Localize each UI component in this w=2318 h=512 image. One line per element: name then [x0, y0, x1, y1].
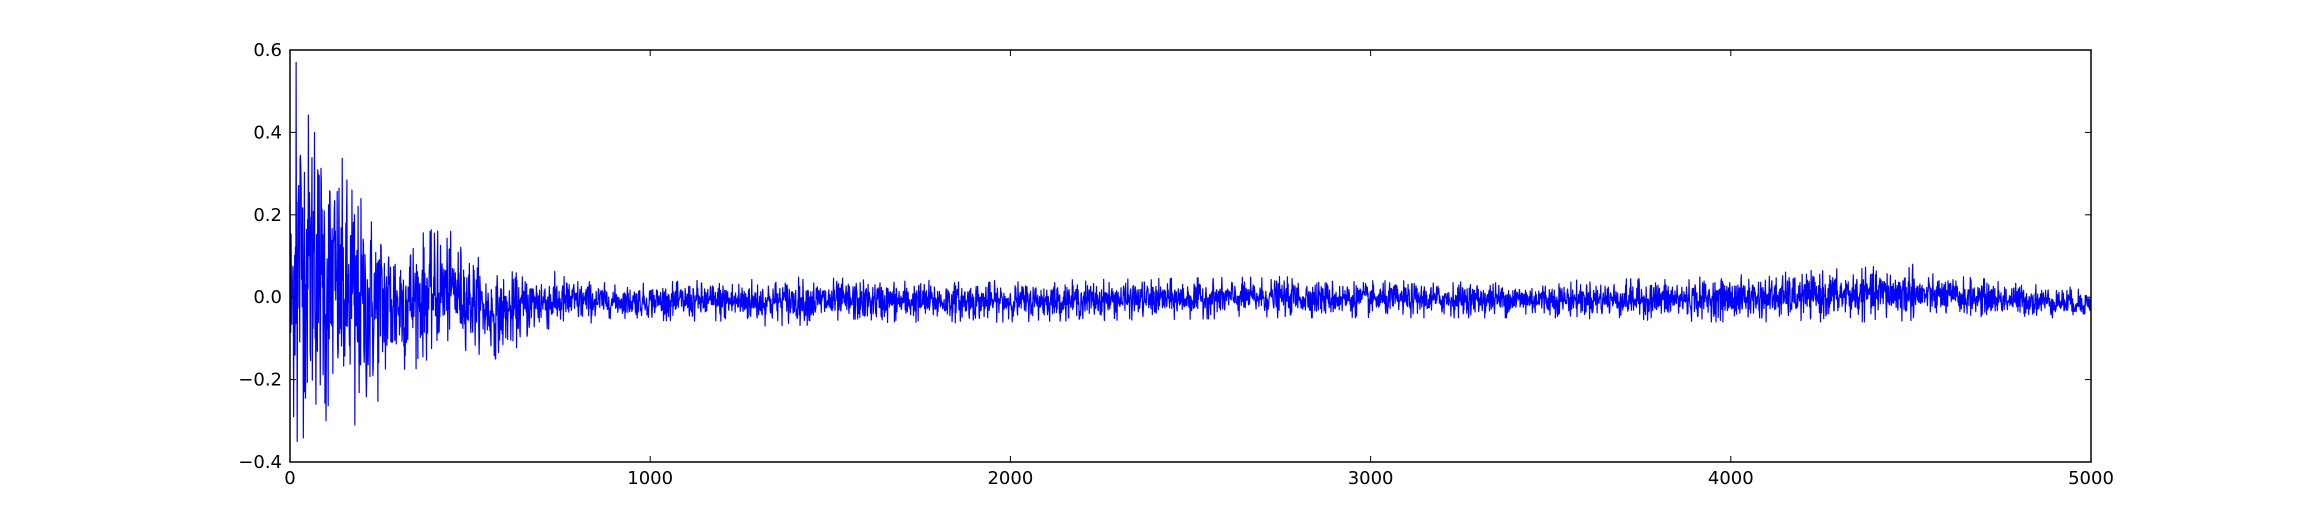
x-tick-label: 4000	[1708, 468, 1754, 489]
x-tick-label: 5000	[2068, 468, 2114, 489]
x-tick-label: 3000	[1348, 468, 1394, 489]
y-tick-label: 0.2	[253, 205, 282, 226]
y-tick-label: −0.2	[238, 370, 282, 391]
x-tick-label: 0	[284, 468, 295, 489]
series-line	[289, 61, 2092, 442]
y-tick-label: 0.6	[253, 40, 282, 61]
x-tick-label: 1000	[627, 468, 673, 489]
y-tick-label: 0.4	[253, 122, 282, 143]
series-layer	[289, 61, 2092, 442]
y-tick-label: 0.0	[253, 287, 282, 308]
x-axis-ticks: 0 1000 2000 3000 4000 5000	[284, 50, 2114, 489]
y-tick-label: −0.4	[238, 452, 282, 473]
x-tick-label: 2000	[987, 468, 1033, 489]
y-axis-ticks: −0.4 −0.2 0.0 0.2 0.4 0.6	[238, 40, 2091, 473]
plot-frame	[289, 49, 2092, 463]
